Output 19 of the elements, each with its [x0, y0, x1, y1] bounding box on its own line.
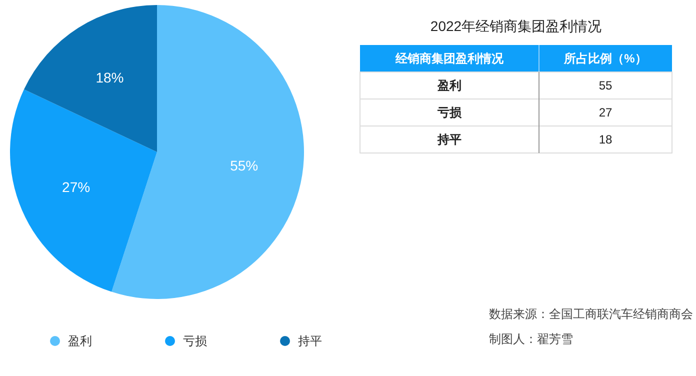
text: 2022年经销商集团盈利情况	[430, 18, 602, 34]
data-label: 18%	[96, 69, 124, 86]
text: 经销商集团盈利情况	[394, 52, 504, 66]
legend-label: 亏损	[183, 334, 207, 348]
pie-slice	[10, 89, 157, 292]
legend-label: 盈利	[68, 334, 92, 348]
source-note: 数据来源：全国工商联汽车经销商商会	[489, 307, 693, 322]
category-label: 持平	[436, 132, 462, 147]
data-label: 27%	[62, 178, 90, 195]
category-label: 亏损	[436, 106, 462, 120]
data-label: 18	[598, 132, 612, 147]
data-label: 27	[598, 106, 612, 120]
legend-label: 持平	[298, 334, 322, 348]
data-label: 55%	[230, 158, 258, 174]
text: 所占比例（%）	[563, 52, 647, 66]
data-label: 55	[598, 78, 612, 93]
text: 制图人：翟芳雪	[489, 332, 573, 346]
category-label: 盈利	[436, 78, 462, 93]
pie-slice	[24, 5, 157, 152]
